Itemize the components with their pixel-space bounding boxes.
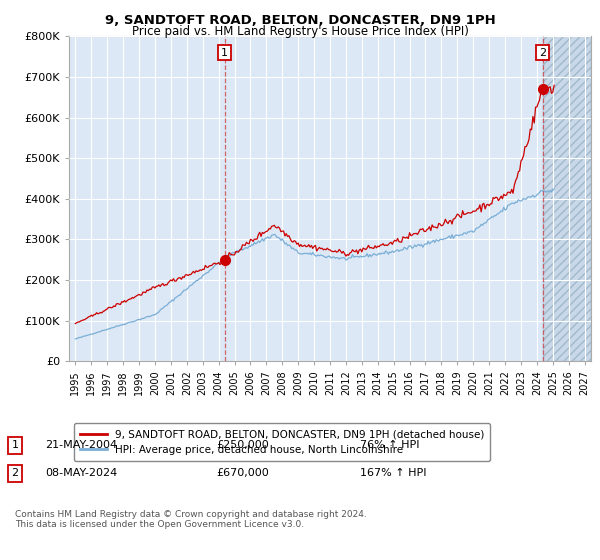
Text: £670,000: £670,000 xyxy=(216,468,269,478)
Text: 1: 1 xyxy=(221,48,228,58)
Text: 08-MAY-2024: 08-MAY-2024 xyxy=(45,468,117,478)
Text: 1: 1 xyxy=(11,440,19,450)
Text: 9, SANDTOFT ROAD, BELTON, DONCASTER, DN9 1PH: 9, SANDTOFT ROAD, BELTON, DONCASTER, DN9… xyxy=(104,14,496,27)
Text: 76% ↑ HPI: 76% ↑ HPI xyxy=(360,440,419,450)
Text: 2: 2 xyxy=(11,468,19,478)
Bar xyxy=(542,36,591,361)
Text: 21-MAY-2004: 21-MAY-2004 xyxy=(45,440,117,450)
Text: Price paid vs. HM Land Registry's House Price Index (HPI): Price paid vs. HM Land Registry's House … xyxy=(131,25,469,38)
Bar xyxy=(542,36,591,361)
Legend: 9, SANDTOFT ROAD, BELTON, DONCASTER, DN9 1PH (detached house), HPI: Average pric: 9, SANDTOFT ROAD, BELTON, DONCASTER, DN9… xyxy=(74,423,490,461)
Text: £250,000: £250,000 xyxy=(216,440,269,450)
Text: Contains HM Land Registry data © Crown copyright and database right 2024.
This d: Contains HM Land Registry data © Crown c… xyxy=(15,510,367,529)
Text: 2: 2 xyxy=(539,48,546,58)
Text: 167% ↑ HPI: 167% ↑ HPI xyxy=(360,468,427,478)
